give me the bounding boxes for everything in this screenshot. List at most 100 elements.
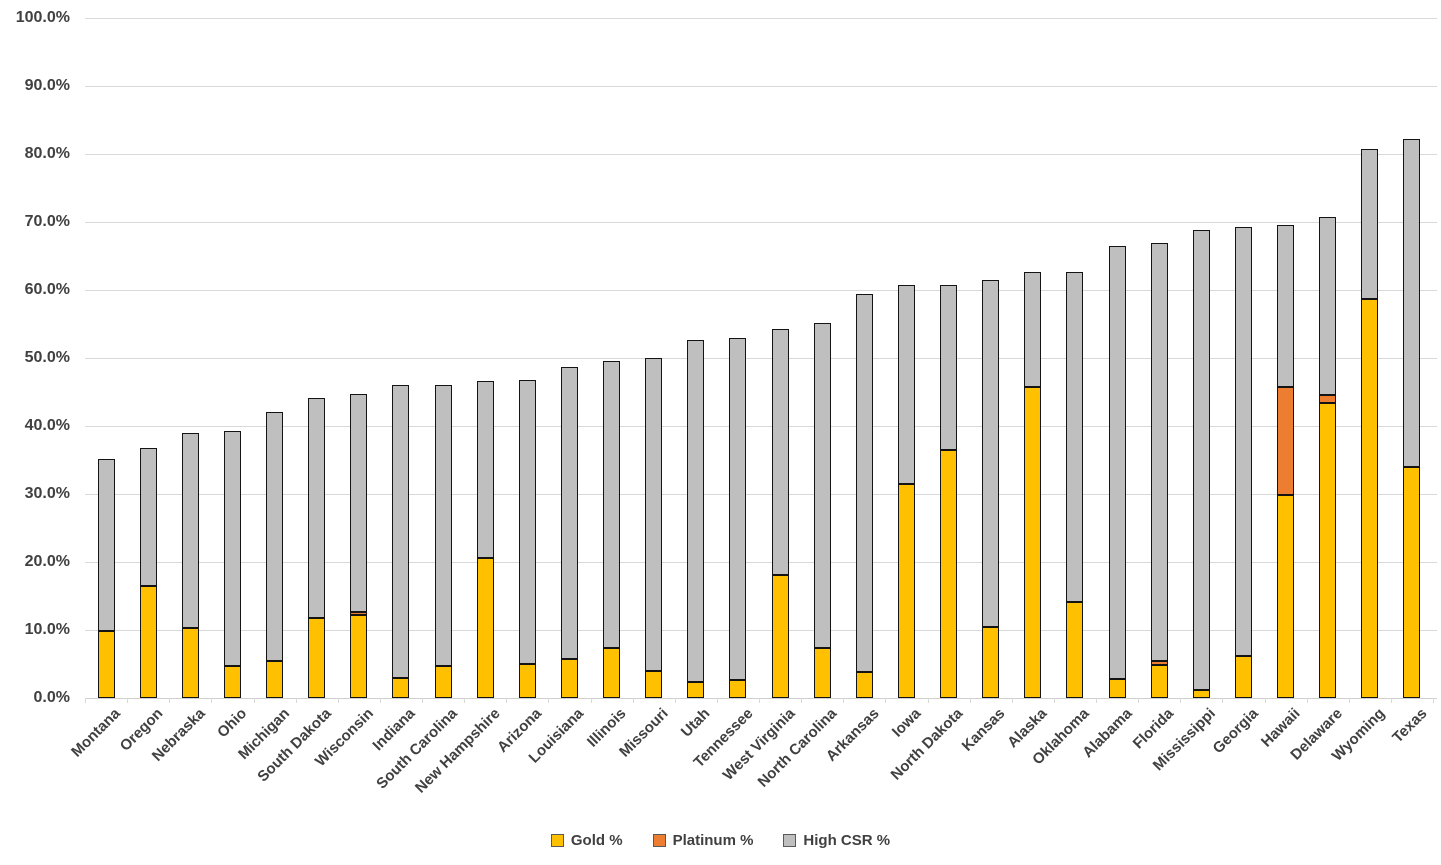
x-axis-label: Georgia — [1209, 705, 1262, 758]
x-axis-line — [85, 698, 1437, 699]
bar-segment-highcsr — [1361, 148, 1379, 299]
y-axis-tick-label: 10.0% — [24, 621, 70, 638]
bar-segment-gold — [897, 483, 915, 698]
bar-segment-highcsr — [1108, 246, 1126, 679]
bar-segment-gold — [1150, 664, 1168, 698]
bar-segment-gold — [1234, 655, 1252, 698]
x-axis-tick — [1348, 698, 1350, 703]
x-axis-label: South Dakota — [254, 705, 335, 786]
x-axis-label: Ohio — [214, 705, 251, 742]
bar-segment-highcsr — [266, 412, 284, 661]
bar-segment-highcsr — [434, 384, 452, 667]
bar-segment-gold — [434, 666, 452, 698]
x-axis-tick — [843, 698, 845, 703]
bar-segment-gold — [729, 679, 747, 698]
x-axis-tick — [1264, 698, 1266, 703]
gridline — [85, 630, 1437, 631]
x-axis-tick — [969, 698, 971, 703]
x-axis-tick — [464, 698, 466, 703]
y-axis-tick-label: 60.0% — [24, 281, 70, 298]
gridline — [85, 18, 1437, 19]
x-axis-tick — [1180, 698, 1182, 703]
x-axis-tick — [85, 698, 86, 703]
bar-segment-gold — [603, 647, 621, 698]
bar-segment-highcsr — [855, 294, 873, 673]
x-axis-tick — [674, 698, 676, 703]
gridline — [85, 358, 1437, 359]
bar-segment-gold — [560, 658, 578, 698]
y-axis-tick-label: 30.0% — [24, 485, 70, 502]
x-axis-tick — [1306, 698, 1308, 703]
x-axis-label: Montana — [68, 705, 125, 761]
y-axis-tick-label: 20.0% — [24, 553, 70, 570]
gridline — [85, 494, 1437, 495]
gridline — [85, 426, 1437, 427]
bar-segment-platinum — [350, 611, 368, 616]
x-axis-tick — [548, 698, 550, 703]
x-axis-tick — [927, 698, 929, 703]
x-axis-tick — [1011, 698, 1013, 703]
x-axis-tick — [590, 698, 592, 703]
bar-segment-gold — [266, 660, 284, 698]
bar-segment-highcsr — [181, 432, 199, 628]
y-axis-tick-label: 80.0% — [24, 145, 70, 162]
x-axis-label: Texas — [1388, 705, 1430, 747]
x-axis-tick — [801, 698, 803, 703]
bar-segment-highcsr — [729, 337, 747, 680]
x-axis-tick — [211, 698, 213, 703]
x-axis-tick — [1096, 698, 1097, 703]
y-axis-tick-label: 0.0% — [33, 689, 70, 706]
x-axis-tick — [632, 698, 634, 703]
legend-item: High CSR % — [783, 832, 890, 849]
bar-segment-highcsr — [1066, 272, 1084, 603]
bar-segment-gold — [308, 617, 326, 698]
bar-segment-highcsr — [476, 381, 494, 558]
bar-segment-gold — [855, 672, 873, 698]
bar-segment-highcsr — [771, 329, 789, 575]
bar-segment-gold — [982, 627, 1000, 698]
bar-segment-gold — [223, 666, 241, 698]
bar-segment-highcsr — [308, 398, 326, 618]
x-axis-tick — [379, 698, 381, 703]
x-axis-tick — [716, 698, 718, 703]
gridline — [85, 562, 1437, 563]
y-axis-tick-label: 90.0% — [24, 77, 70, 94]
bar-segment-gold — [139, 585, 157, 698]
bar-segment-highcsr — [982, 279, 1000, 628]
bar-segment-gold — [350, 615, 368, 698]
legend-item: Platinum % — [652, 832, 754, 849]
legend-label: Gold % — [570, 832, 623, 849]
bar-segment-gold — [1192, 689, 1210, 698]
bar-segment-gold — [771, 574, 789, 698]
bar-segment-highcsr — [560, 366, 578, 659]
x-axis-label: Utah — [678, 705, 714, 741]
x-axis-label: Kansas — [958, 705, 1009, 755]
bar-segment-highcsr — [350, 394, 368, 612]
x-axis-tick — [253, 698, 255, 703]
bar-segment-platinum — [1319, 394, 1337, 403]
legend-swatch-platinum — [652, 834, 666, 847]
y-axis-tick-label: 70.0% — [24, 213, 70, 230]
bar-segment-gold — [1024, 386, 1042, 698]
bar-segment-gold — [1277, 495, 1295, 698]
x-axis-tick — [759, 698, 760, 703]
bar-segment-highcsr — [645, 358, 663, 671]
x-axis-tick — [1053, 698, 1055, 703]
bar-segment-gold — [645, 670, 663, 698]
bar-segment-platinum — [1150, 660, 1168, 665]
bar-segment-highcsr — [97, 458, 115, 632]
bar-segment-highcsr — [940, 284, 958, 450]
bar-segment-highcsr — [139, 447, 157, 586]
x-axis-tick — [422, 698, 423, 703]
x-axis-tick — [295, 698, 297, 703]
x-axis-tick — [169, 698, 171, 703]
bar-segment-highcsr — [1192, 230, 1210, 690]
legend-label: Platinum % — [672, 832, 754, 849]
y-axis-tick-label: 50.0% — [24, 349, 70, 366]
bar-segment-highcsr — [687, 340, 705, 683]
bar-segment-gold — [1319, 402, 1337, 698]
legend-label: High CSR % — [803, 832, 891, 849]
x-axis-label: Iowa — [888, 705, 925, 741]
x-axis-tick — [337, 698, 339, 703]
